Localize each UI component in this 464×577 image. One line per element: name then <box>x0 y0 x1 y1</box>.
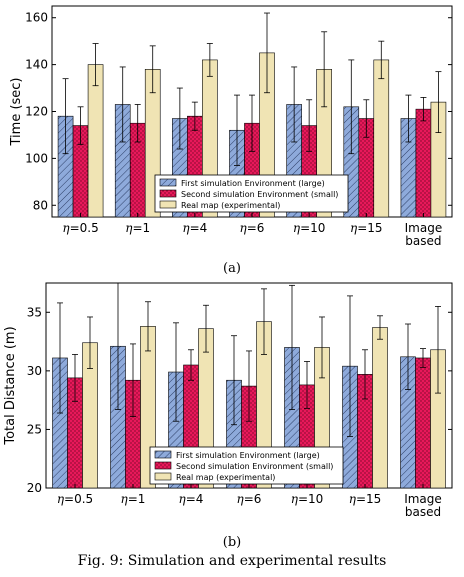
x-tick-label: η=15 <box>349 492 382 506</box>
y-tick-label: 30 <box>27 364 42 378</box>
y-axis-label: Time (sec) <box>9 77 24 146</box>
x-tick-label: η=6 <box>240 221 265 235</box>
x-tick-label: η=1 <box>125 221 150 235</box>
x-tick-label: Image based <box>405 221 443 248</box>
legend-entry: First simulation Environment (large) <box>176 451 320 460</box>
legend-swatch <box>154 450 172 459</box>
legend-entry: Real map (experimental) <box>176 473 275 482</box>
x-tick-label: Image based <box>404 492 442 519</box>
y-tick-label: 140 <box>25 58 48 72</box>
time-chart: 80 100 120 140 160 Time (sec) η=0.5 η=1 η=4 η=6 η=… <box>9 5 453 276</box>
y-tick-label: 25 <box>27 422 42 436</box>
legend-swatch <box>159 200 177 209</box>
y-tick-label: 120 <box>25 105 48 119</box>
figure-caption: Fig. 9: Simulation and experimental resu… <box>78 553 387 569</box>
subfigure-label: (a) <box>223 261 241 276</box>
distance-chart: 20 25 30 35 Total Distance (m) η=0.5 η=1 η=4 η=6… <box>3 282 453 550</box>
bar <box>87 64 104 218</box>
legend-swatch <box>159 189 177 198</box>
legend <box>154 174 349 213</box>
y-tick-label: 100 <box>25 151 48 165</box>
bar <box>415 357 431 489</box>
x-tick-label: η=4 <box>182 221 207 235</box>
y-tick-label: 80 <box>33 198 48 212</box>
subfigure-label: (b) <box>223 535 241 550</box>
y-tick-label: 35 <box>27 305 42 319</box>
x-tick-label: η=10 <box>293 221 326 235</box>
x-tick-label: η=6 <box>237 492 262 506</box>
x-tick-label: η=0.5 <box>57 492 93 506</box>
x-tick-label: η=0.5 <box>62 221 98 235</box>
y-tick-label: 160 <box>25 11 48 25</box>
bar <box>372 327 388 489</box>
x-tick-label: η=4 <box>179 492 204 506</box>
y-tick-label: 20 <box>27 481 42 495</box>
legend-swatch <box>159 178 177 187</box>
x-tick-label: η=15 <box>350 221 383 235</box>
legend-swatch <box>154 472 172 481</box>
x-tick-label: η=10 <box>291 492 324 506</box>
legend-entry: Second simulation Environment (small) <box>181 190 338 199</box>
bar <box>373 59 390 218</box>
legend-entry: First simulation Environment (large) <box>181 179 325 188</box>
legend-entry: Second simulation Environment (small) <box>176 462 333 471</box>
y-axis-label: Total Distance (m) <box>3 326 18 445</box>
legend-entry: Real map (experimental) <box>181 201 280 210</box>
legend-swatch <box>154 461 172 470</box>
x-tick-label: η=1 <box>121 492 146 506</box>
legend <box>149 446 344 485</box>
bar <box>415 108 432 218</box>
